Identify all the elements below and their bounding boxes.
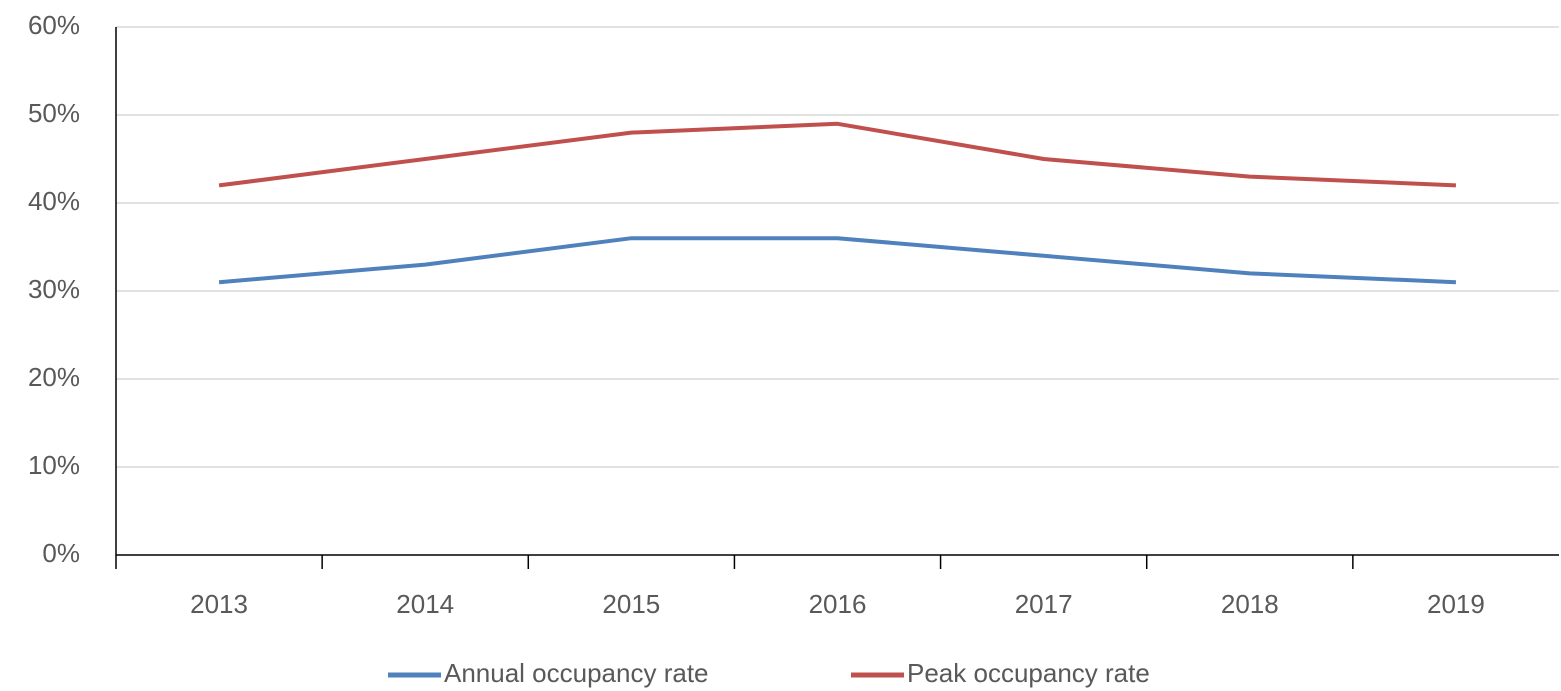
y-tick-label: 50%: [28, 98, 80, 128]
x-tick-label: 2017: [1015, 589, 1073, 619]
y-tick-label: 0%: [42, 538, 80, 568]
series-line: [218, 121, 1457, 188]
series-line: [218, 236, 1457, 285]
y-tick-label: 20%: [28, 362, 80, 392]
y-tick-label: 60%: [28, 10, 80, 40]
x-tick-label: 2013: [190, 589, 248, 619]
legend-label: Peak occupancy rate: [907, 658, 1150, 688]
x-tick-label: 2018: [1221, 589, 1279, 619]
x-tick-label: 2014: [396, 589, 454, 619]
x-tick-label: 2019: [1427, 589, 1485, 619]
x-tick-label: 2016: [809, 589, 867, 619]
y-tick-label: 30%: [28, 274, 80, 304]
y-tick-label: 40%: [28, 186, 80, 216]
y-tick-label: 10%: [28, 450, 80, 480]
legend-label: Annual occupancy rate: [444, 658, 709, 688]
x-tick-label: 2015: [602, 589, 660, 619]
